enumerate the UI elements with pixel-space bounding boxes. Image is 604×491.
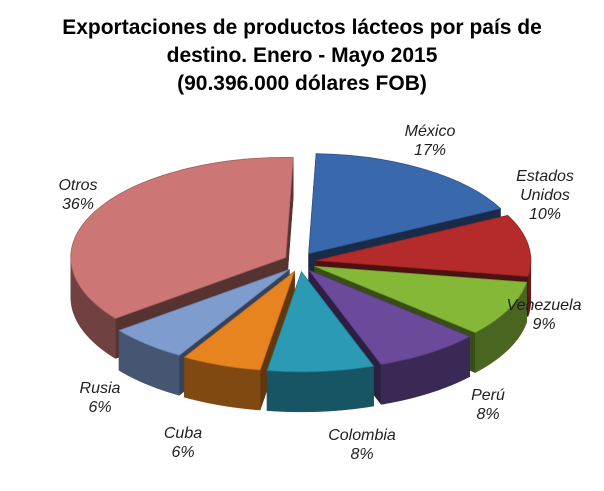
title-line-1: Exportaciones de productos lácteos por p… xyxy=(62,16,542,39)
slice-label-6: Cuba 6% xyxy=(164,425,202,461)
slice-label-3: Venezuela 9% xyxy=(506,297,581,333)
slice-label-7: Rusia 6% xyxy=(80,380,121,416)
slice-top-1 xyxy=(308,153,502,255)
slice-label-5: Colombia 8% xyxy=(328,427,396,463)
slice-top-3 xyxy=(314,265,528,334)
slice-labels: México 17% Estados Unidos 10% Venezuela 9% Perú… xyxy=(58,123,581,463)
chart-title: Exportaciones de productos lácteos por p… xyxy=(62,16,542,95)
slice-top-8 xyxy=(70,157,294,319)
slice-top-6 xyxy=(183,270,296,371)
slice-top-2 xyxy=(315,214,532,277)
slice-label-4: Perú 8% xyxy=(471,387,505,423)
slice-label-1: México 17% xyxy=(405,123,456,159)
slice-top-5 xyxy=(266,271,375,373)
slice-label-2: Estados Unidos 10% xyxy=(516,168,574,223)
title-line-2: destino. Enero - Mayo 2015 xyxy=(167,44,438,67)
slice-top-7 xyxy=(118,269,290,356)
slice-label-8: Otros 36% xyxy=(58,177,97,213)
pie-slices xyxy=(70,153,532,413)
title-line-3: (90.396.000 dólares FOB) xyxy=(177,72,427,95)
slice-top-4 xyxy=(307,269,471,365)
